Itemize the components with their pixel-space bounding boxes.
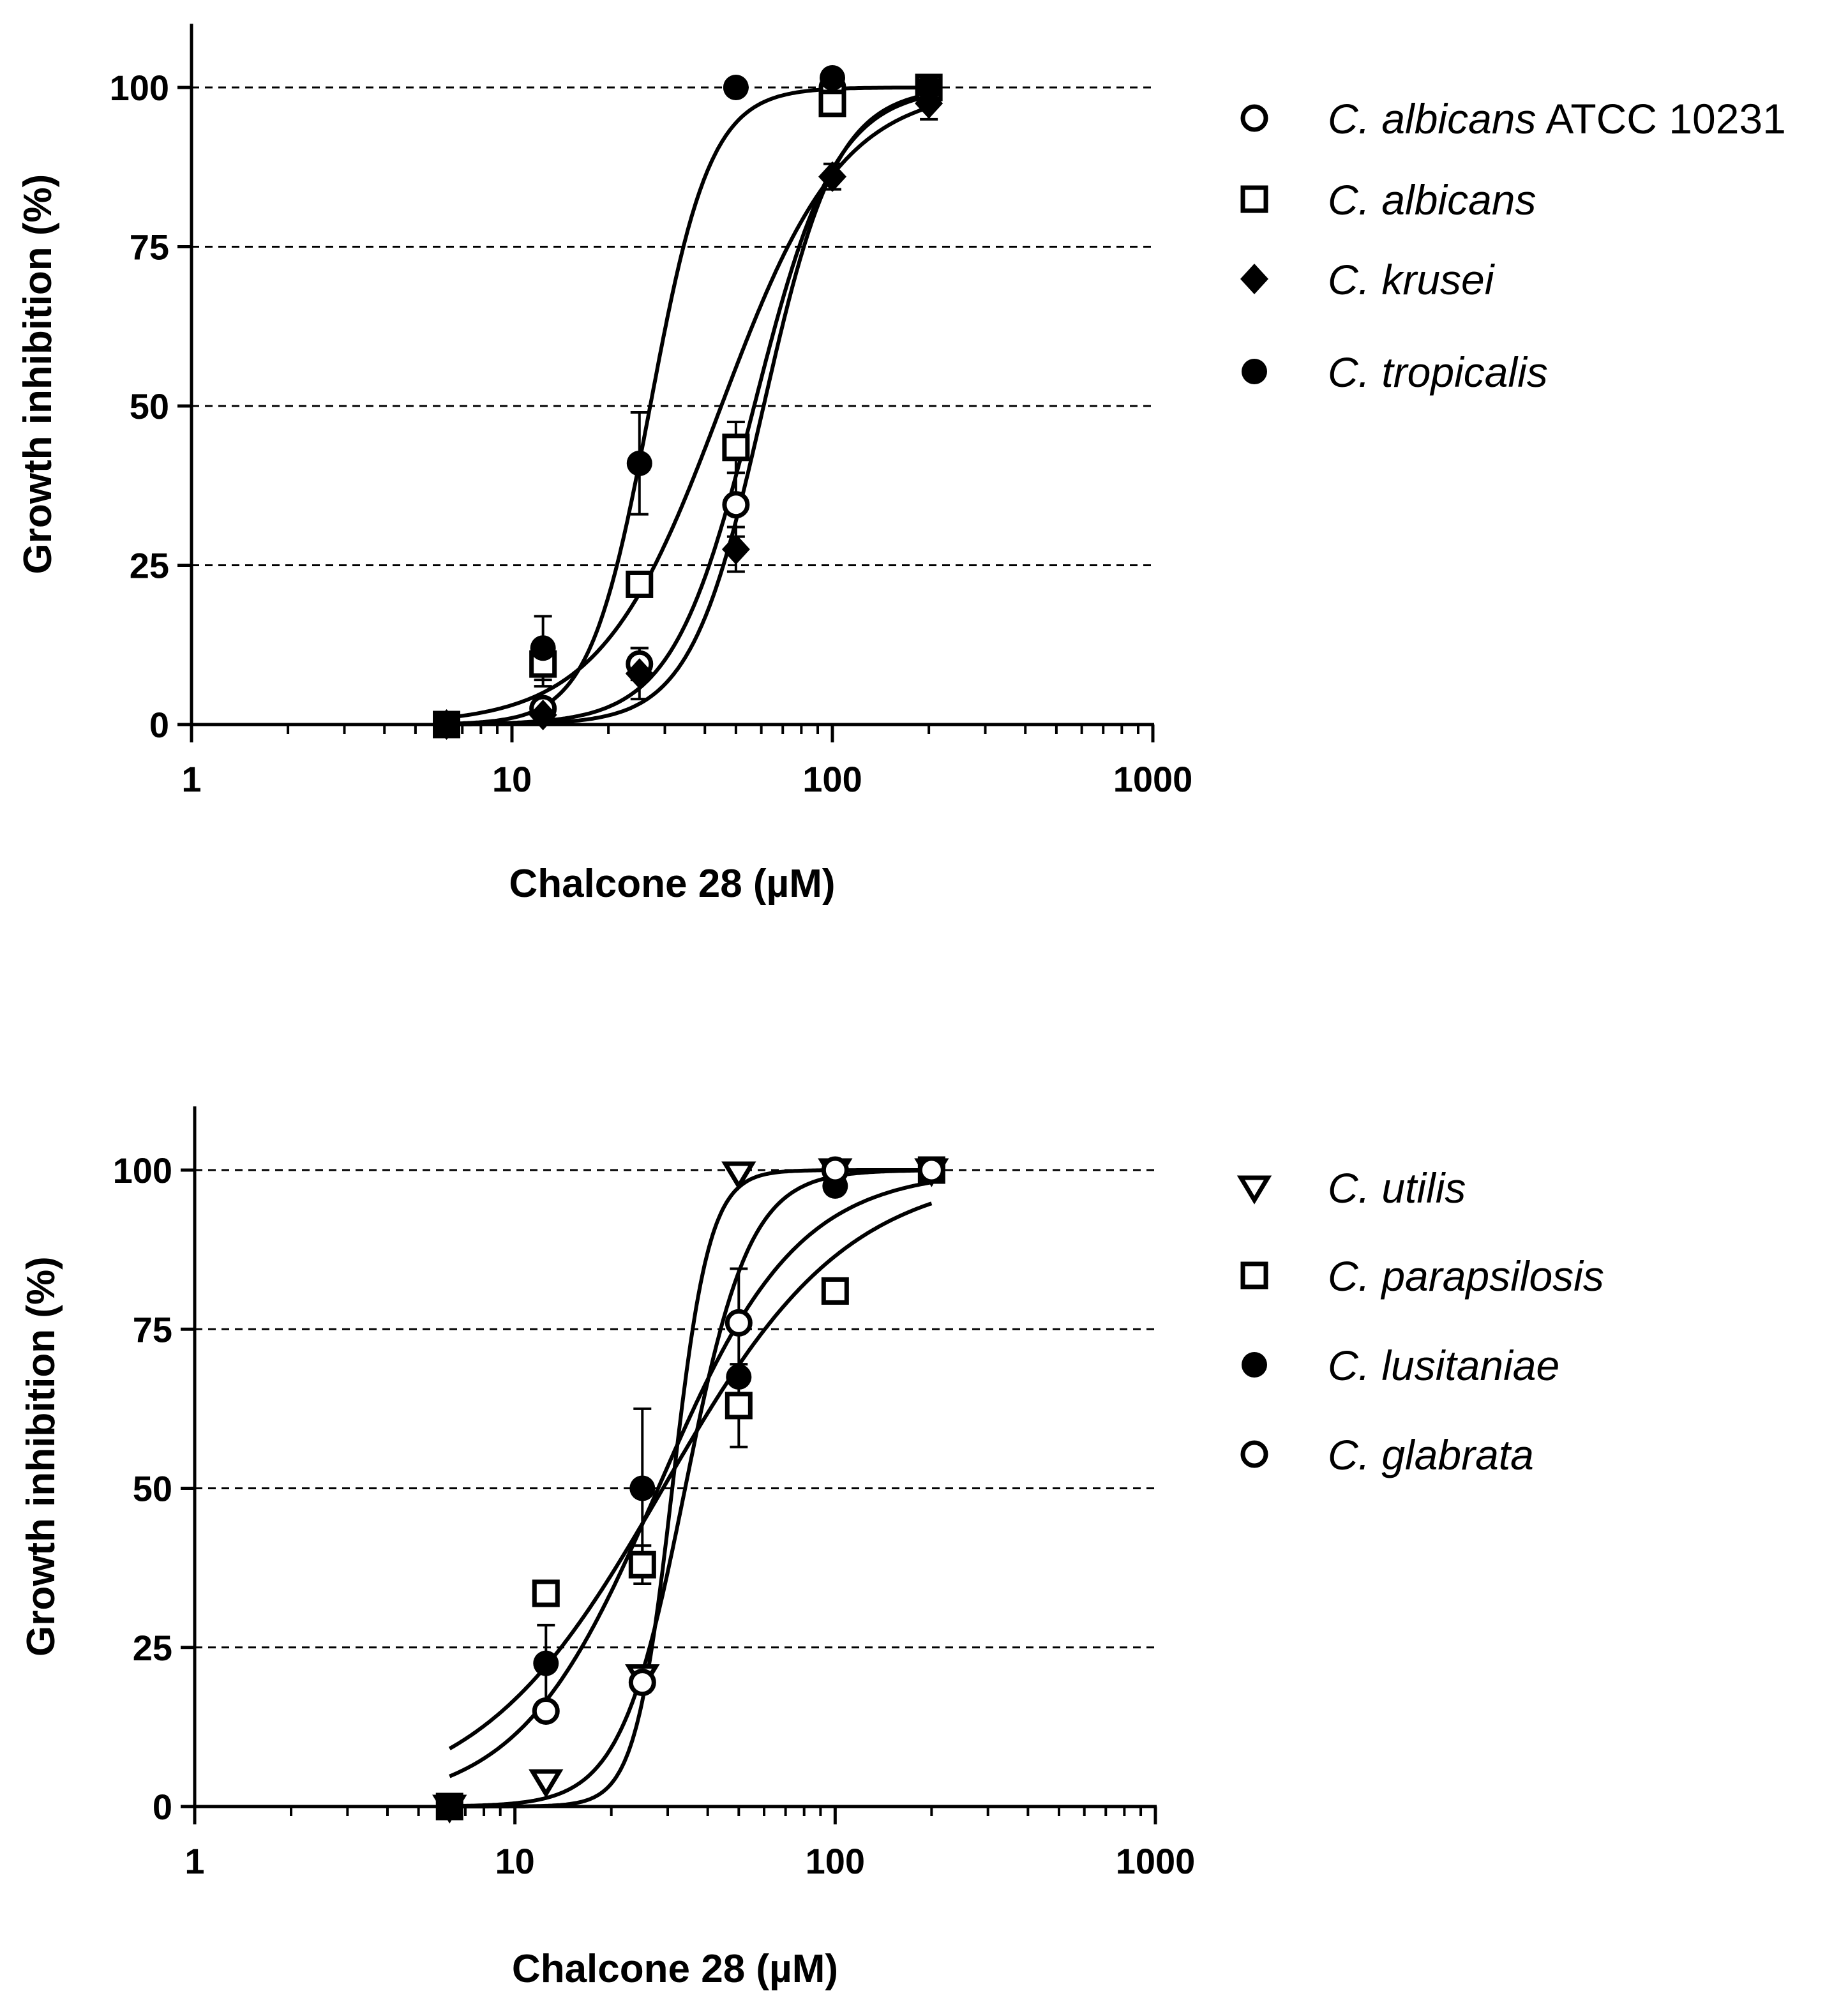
data-point [725, 1392, 753, 1420]
legend-marker-0 [1240, 104, 1268, 132]
data-point [821, 1277, 849, 1305]
chart-panel-top: 0 25 50 75 100 1 10 100 1000 Chalcone 28 (µM) Grow… [16, 24, 1786, 906]
legend-label-3: C. tropicalis [1328, 349, 1548, 396]
legend-label-1: C. parapsilosis [1328, 1252, 1604, 1300]
x-tick-label: 1 [184, 1841, 204, 1881]
series-2-points [432, 87, 943, 740]
x-tick-label: 10 [492, 759, 532, 799]
data-point [721, 1161, 756, 1191]
fit-curve-3 [449, 1168, 932, 1808]
y-tick-label: 25 [133, 1628, 172, 1668]
fit-curve-1 [448, 1201, 933, 1750]
legend-marker-2 [1242, 1352, 1267, 1378]
fit-curve-0 [449, 1168, 932, 1808]
y-axis-title: Growth inhibition (%) [16, 174, 60, 575]
data-point [818, 89, 846, 117]
x-tick-label: 1 [181, 759, 201, 799]
legend-marker-1 [1240, 1261, 1268, 1289]
data-point [916, 75, 942, 100]
legend-species: C. lusitaniae [1328, 1342, 1559, 1389]
legend-label-0: C. utilis [1328, 1164, 1466, 1212]
data-point [726, 1364, 752, 1390]
series-0-points [432, 1158, 949, 1824]
y-tick-label: 0 [149, 705, 169, 745]
legend-marker-3 [1240, 1440, 1268, 1468]
legend-label-2: C. krusei [1328, 256, 1496, 303]
legend-strain: ATCC 10231 [1536, 95, 1786, 142]
data-point [530, 635, 556, 661]
series-3-points [433, 65, 942, 737]
legend-marker-2 [1240, 264, 1268, 294]
y-tick-label: 75 [133, 1309, 172, 1349]
data-point [818, 161, 846, 192]
legend-species: C. albicans [1328, 176, 1536, 223]
data-point [529, 1769, 564, 1798]
data-point [629, 1475, 656, 1501]
legend-marker-0 [1236, 1175, 1272, 1205]
x-tick-label: 100 [802, 759, 862, 799]
series-3-points [435, 1156, 945, 1821]
y-axis-title: Growth inhibition (%) [19, 1256, 63, 1657]
data-point [723, 75, 749, 100]
legend-species: C. parapsilosis [1328, 1252, 1604, 1300]
chart-panel-bottom: 0 25 50 75 100 1 10 100 1000 Chalcone 28 (µM) Grow… [19, 1106, 1604, 1991]
legend: C. utilis C. parapsilosis C. lusitaniae C. … [1236, 1164, 1604, 1478]
data-point [626, 570, 654, 598]
x-axis-title: Chalcone 28 (µM) [512, 1947, 838, 1991]
data-point [721, 534, 750, 565]
legend-label-1: C. albicans [1328, 176, 1536, 223]
data-point [625, 658, 654, 689]
legend-marker-1 [1240, 185, 1268, 213]
legend-species: C. glabrata [1328, 1431, 1534, 1478]
legend-species: C. utilis [1328, 1164, 1466, 1212]
fit-curve-2 [449, 1180, 932, 1778]
y-tick-label: 100 [110, 68, 169, 108]
y-tick-label: 25 [130, 546, 169, 586]
data-point [820, 65, 845, 91]
data-point [532, 1579, 560, 1607]
y-tick-label: 50 [130, 386, 169, 426]
data-point-origin [437, 1794, 463, 1819]
data-point [722, 491, 750, 519]
data-point [529, 700, 557, 731]
data-point [722, 433, 750, 462]
x-axis-title: Chalcone 28 (µM) [509, 862, 835, 906]
y-tick-label: 50 [133, 1469, 172, 1509]
x-tick-label: 1000 [1116, 1841, 1196, 1881]
fit-curve-3 [446, 86, 929, 726]
fit-curve-0 [446, 94, 929, 726]
y-tick-label: 75 [130, 227, 169, 267]
legend-label-3: C. glabrata [1328, 1431, 1534, 1478]
y-tick-label: 0 [153, 1787, 172, 1827]
x-tick-label: 1000 [1113, 759, 1193, 799]
data-point [533, 1650, 559, 1676]
x-tick-label: 100 [806, 1841, 865, 1881]
fit-curve-1 [446, 105, 930, 720]
data-point-origin [433, 712, 460, 737]
legend-label-0: C. albicans ATCC 10231 [1328, 95, 1786, 142]
legend-species: C. albicans [1328, 95, 1536, 142]
legend-label-2: C. lusitaniae [1328, 1342, 1559, 1389]
data-point [821, 1156, 849, 1184]
data-point [532, 1697, 560, 1725]
y-tick-label: 100 [113, 1150, 172, 1191]
legend-species: C. tropicalis [1328, 349, 1548, 396]
fit-curve-2 [446, 92, 929, 726]
x-tick-label: 10 [495, 1841, 535, 1881]
legend-species: C. krusei [1328, 256, 1496, 303]
data-point [626, 450, 652, 476]
data-point [917, 1156, 945, 1184]
data-point [725, 1309, 753, 1337]
data-point [628, 1669, 656, 1697]
data-point [628, 1551, 656, 1579]
legend-marker-3 [1242, 359, 1267, 384]
